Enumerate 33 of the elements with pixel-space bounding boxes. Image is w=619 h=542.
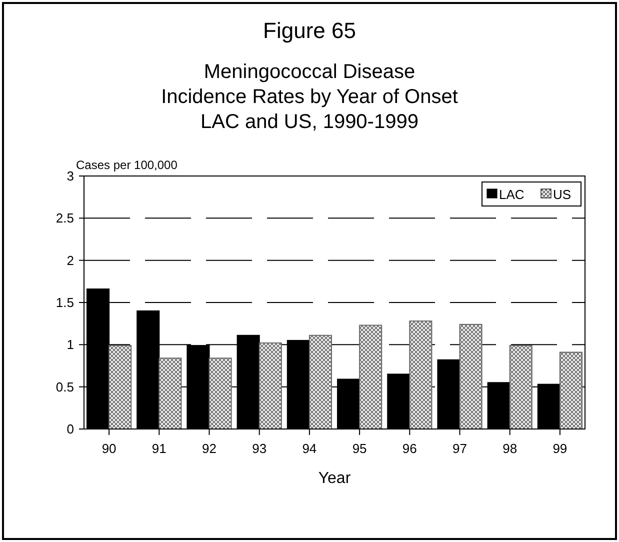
y-tick-label: 2.5	[56, 210, 74, 226]
y-axis-title: Cases per 100,000	[76, 158, 178, 172]
x-tick-label: 99	[552, 441, 568, 456]
y-tick-label: 3	[66, 168, 74, 184]
bar	[509, 345, 532, 430]
bar	[559, 352, 582, 430]
y-tick-label: 0	[66, 422, 74, 437]
x-tick-label: 92	[202, 441, 216, 456]
y-tick-label: 2	[66, 252, 74, 268]
chart-subtitle: Meningococcal Disease Incidence Rates by Year of Onset LAC and US, 1990-1999	[161, 61, 458, 133]
x-tick-label: 98	[502, 441, 518, 456]
bar	[108, 345, 132, 430]
x-tick-label: 90	[102, 441, 116, 456]
y-tick-label: 0.5	[56, 379, 74, 394]
x-axis-title: Year	[318, 470, 352, 487]
legend-label: US	[553, 187, 572, 202]
bar	[359, 324, 382, 430]
x-tick-label: 94	[302, 441, 317, 456]
y-tick-label: 1	[66, 337, 74, 352]
chart-title: Figure 65	[263, 18, 356, 43]
y-tick-label: 1.5	[56, 295, 74, 310]
bar	[208, 358, 232, 430]
bar	[258, 342, 282, 430]
bar	[459, 324, 482, 430]
x-tick-label: 91	[152, 441, 166, 456]
bar	[158, 358, 182, 430]
bar	[409, 320, 432, 430]
x-tick-label: 97	[452, 441, 467, 456]
x-tick-label: 95	[352, 441, 367, 456]
x-tick-label: 96	[402, 441, 417, 456]
x-tick-label: 93	[252, 441, 267, 456]
bar	[308, 334, 332, 430]
legend-label: LAC	[499, 187, 524, 202]
